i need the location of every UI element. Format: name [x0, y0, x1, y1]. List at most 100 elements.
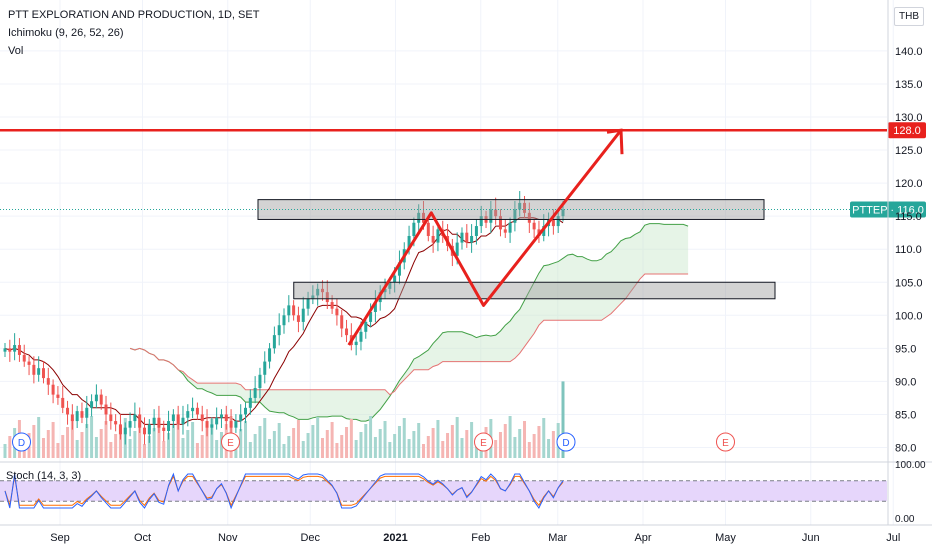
time-tick-label: Jul [886, 532, 900, 544]
volume-bar [200, 435, 204, 458]
currency-button[interactable]: THB [894, 7, 924, 26]
candle-body [513, 209, 517, 223]
volume-bar [181, 438, 185, 458]
candle-body [282, 315, 286, 326]
price-tick-label: 110.0 [895, 244, 922, 256]
candle-body [340, 315, 344, 329]
volume-bar [296, 420, 300, 458]
price-tick-label: 85.0 [895, 409, 916, 421]
volume-bar [311, 425, 315, 458]
volume-bar [513, 437, 517, 458]
stoch-band [0, 480, 887, 502]
zigzag-pattern [347, 129, 623, 346]
volume-bar [41, 438, 45, 458]
volume-bar [373, 437, 377, 458]
candle-body [234, 421, 238, 428]
senkou-span-a [129, 223, 689, 422]
volume-bar [364, 424, 368, 458]
candle-body [123, 427, 127, 435]
symbol-title[interactable]: PTT EXPLORATION AND PRODUCTION, 1D, SET [8, 9, 260, 21]
candle-body [460, 232, 464, 243]
candle-body [383, 288, 387, 293]
volume-bar [340, 435, 344, 458]
candle-body [561, 209, 565, 217]
event-marker [556, 432, 576, 452]
candle-body [162, 427, 166, 431]
candle-body [455, 242, 459, 256]
volume-bar [61, 435, 65, 458]
candle-body [181, 417, 185, 425]
volume-bar [306, 433, 310, 458]
volume-bar [359, 432, 363, 458]
volume-bar [369, 416, 373, 458]
candle-body [128, 421, 132, 428]
stoch-legend[interactable]: Stoch (14, 3, 3) [6, 470, 82, 482]
ichimoku-legend[interactable]: Ichimoku (9, 26, 52, 26) [8, 27, 124, 39]
candle-body [143, 427, 146, 435]
candle-body [37, 368, 41, 375]
candle-body [258, 374, 262, 389]
candle-body [316, 288, 320, 296]
candle-body [138, 414, 142, 428]
candle-body [90, 401, 94, 408]
event-marker [474, 432, 493, 452]
candle-body [80, 411, 84, 418]
stoch-k-line [4, 472, 564, 510]
volume-legend[interactable]: Vol [8, 45, 24, 57]
candle-body [422, 212, 425, 223]
candle-body [325, 292, 329, 303]
candle-body [532, 222, 536, 230]
volume-bar [523, 421, 527, 458]
volume-bar [176, 417, 180, 458]
candle-body [494, 209, 498, 217]
volume-bar [248, 442, 252, 458]
volume-bar [436, 420, 440, 458]
volume-bar [388, 442, 392, 458]
candle-body [551, 219, 555, 227]
volume-bar [431, 428, 435, 458]
time-tick-label: Sep [50, 532, 70, 544]
candle-body [523, 202, 527, 213]
time-tick-label: Feb [471, 532, 490, 544]
volume-bar [402, 418, 406, 458]
volume-bar [282, 444, 286, 458]
candle-body [66, 407, 70, 415]
candle-body [171, 414, 175, 422]
candle-body [205, 421, 209, 428]
candle-body [195, 407, 199, 415]
candle-body [85, 407, 89, 418]
candle-body [306, 298, 310, 309]
candle-body [345, 328, 349, 336]
volume-bar [330, 422, 334, 458]
volume-bar [244, 421, 248, 458]
candle-body [133, 414, 137, 422]
volume-bar [191, 422, 195, 458]
candle-body [51, 384, 55, 395]
volume-bar [3, 444, 7, 458]
candle-body [407, 235, 411, 250]
volume-bar [85, 424, 89, 458]
volume-bar [90, 416, 94, 458]
event-marker-label: D [562, 438, 569, 449]
candle-body [417, 212, 421, 223]
volume-bar [268, 439, 272, 458]
candle-body [465, 232, 469, 243]
volume-bar [527, 442, 531, 458]
candle-body [268, 348, 272, 362]
candle-body [94, 394, 98, 402]
volume-bar [470, 422, 474, 458]
candle-body [157, 417, 161, 428]
target-label: 128.0 [893, 125, 921, 137]
candle-body [489, 209, 493, 223]
volume-bar [75, 440, 79, 458]
candle-body [556, 216, 560, 227]
volume-bar [325, 430, 329, 458]
volume-bar [426, 436, 430, 458]
volume-bar [32, 425, 36, 458]
candle-body [263, 361, 267, 375]
time-tick-label: Mar [548, 532, 567, 544]
candle-body [301, 308, 305, 322]
candle-body [393, 275, 397, 283]
